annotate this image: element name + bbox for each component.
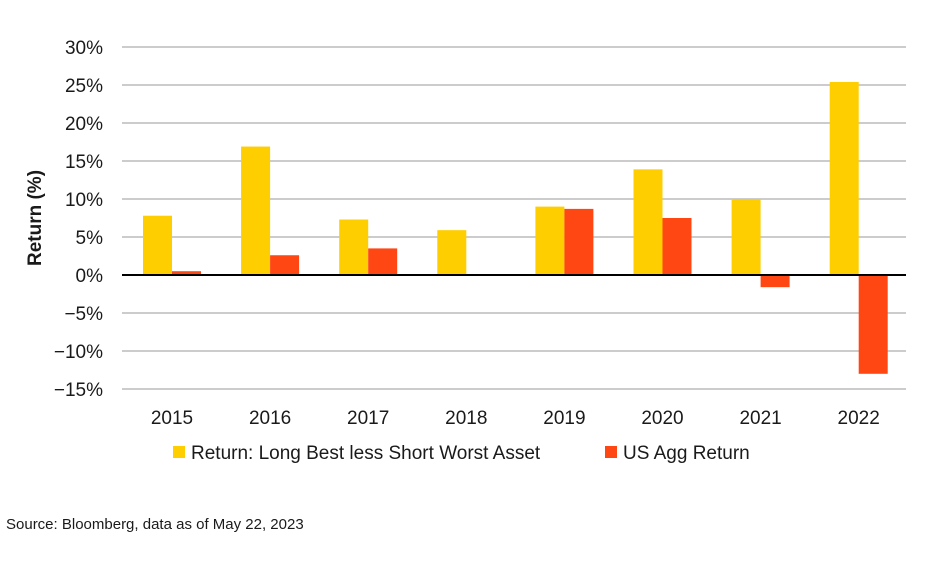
y-tick-label: −5% (64, 304, 103, 325)
bar-long-best-less-short-worst-2016 (241, 146, 271, 275)
legend-label: US Agg Return (623, 443, 750, 464)
bar-us-agg-2016 (270, 255, 300, 275)
x-tick-label: 2017 (347, 408, 389, 429)
y-tick-label: 10% (65, 190, 103, 211)
bar-us-agg-2022 (858, 275, 888, 374)
x-tick-label: 2018 (445, 408, 487, 429)
x-tick-label: 2019 (543, 408, 585, 429)
x-tick-label: 2015 (151, 408, 193, 429)
source-note: Source: Bloomberg, data as of May 22, 20… (6, 516, 304, 533)
gridlines (122, 46, 906, 390)
bar-long-best-less-short-worst-2020 (633, 169, 663, 275)
y-tick-label: 20% (65, 114, 103, 135)
bar-us-agg-2015 (172, 271, 201, 275)
x-tick-label: 2020 (641, 408, 683, 429)
y-tick-label: 30% (65, 38, 103, 59)
bar-us-agg-2020 (662, 218, 692, 275)
legend-swatch (173, 446, 185, 458)
bar-long-best-less-short-worst-2022 (829, 81, 859, 276)
bar-long-best-less-short-worst-2021 (731, 199, 761, 275)
bar-us-agg-2017 (368, 248, 398, 275)
bars (143, 81, 888, 374)
x-tick-label: 2016 (249, 408, 291, 429)
x-tick-label: 2022 (838, 408, 880, 429)
bar-chart: 30%25%20%15%10%5%0%−5%−10%−15% 2015 2016 2… (25, 38, 906, 464)
bar-long-best-less-short-worst-2017 (339, 219, 369, 275)
bar-long-best-less-short-worst-2019 (535, 206, 565, 275)
y-axis-ticks: 30% 25% 20% 15% 10% 5% 0% −5% −10% −15% (54, 38, 103, 401)
y-tick-label: 15% (65, 152, 103, 173)
y-axis-label: Return (%) (25, 170, 46, 266)
y-tick-label: −15% (54, 380, 103, 401)
legend-label: Return: Long Best less Short Worst Asset (191, 443, 541, 464)
x-tick-label: 2021 (739, 408, 781, 429)
y-tick-label: 25% (65, 76, 103, 97)
bar-us-agg-2021 (760, 275, 790, 288)
bar-us-agg-2019 (564, 208, 594, 275)
bar-long-best-less-short-worst-2015 (143, 215, 172, 275)
legend-swatch (605, 446, 617, 458)
bar-long-best-less-short-worst-2018 (437, 230, 467, 275)
x-axis-ticks: 2015 2016 2017 2018 2019 2020 2021 2022 (151, 408, 880, 429)
y-tick-label: 0% (76, 266, 104, 287)
y-tick-label: 5% (76, 228, 104, 249)
y-tick-label: −10% (54, 342, 103, 363)
legend: Return: Long Best less Short Worst Asset… (173, 443, 750, 464)
